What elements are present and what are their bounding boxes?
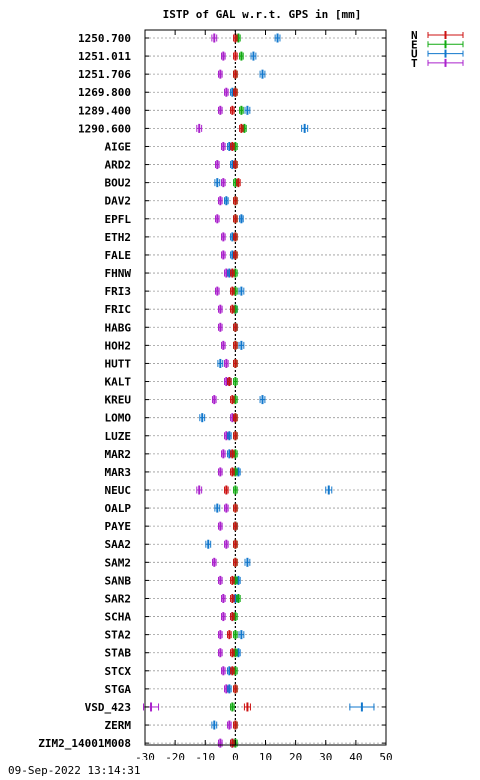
x-tick-label: 50	[379, 751, 392, 760]
station-label: LUZE	[105, 430, 132, 443]
station-label: DAV2	[105, 195, 132, 208]
station-label: SCHA	[105, 611, 132, 624]
station-label: ZIM2_14001M008	[38, 737, 131, 750]
timestamp: 09-Sep-2022 13:14:31	[8, 764, 141, 777]
legend-label: E	[411, 38, 418, 51]
station-label: ZERM	[105, 719, 132, 732]
x-tick-label: -10	[195, 751, 215, 760]
x-tick-label: 0	[232, 751, 239, 760]
station-label: HABG	[105, 321, 132, 334]
station-label: AIGE	[105, 140, 132, 153]
station-label: HUTT	[105, 357, 132, 370]
data-marks	[142, 33, 375, 748]
station-label: STA2	[105, 629, 132, 642]
station-label: EPFL	[105, 213, 132, 226]
grid-lines	[145, 37, 386, 744]
station-label: 1250.700	[78, 32, 131, 45]
station-label: FHNW	[105, 267, 132, 280]
x-tick-label: 20	[289, 751, 302, 760]
x-tick-label: 30	[319, 751, 332, 760]
station-label: LOMO	[105, 412, 132, 425]
station-label: KALT	[105, 376, 132, 389]
station-label: MAR2	[105, 448, 132, 461]
station-label: SANB	[105, 574, 132, 587]
station-label: 1251.011	[78, 50, 131, 63]
x-tick-label: -20	[165, 751, 185, 760]
legend-label: U	[411, 48, 418, 61]
station-label: OALP	[105, 502, 132, 515]
x-tick-label: -30	[135, 751, 155, 760]
station-label: VSD_423	[85, 701, 131, 714]
station-label: STGA	[105, 683, 132, 696]
station-label: PAYE	[105, 520, 132, 533]
station-label: SAM2	[105, 556, 132, 569]
x-tick-label: 10	[259, 751, 272, 760]
chart-title: ISTP of GAL w.r.t. GPS in [mm]	[163, 8, 362, 21]
station-label: KREU	[105, 394, 132, 407]
station-label: FRIC	[105, 303, 132, 316]
station-label: FALE	[105, 249, 132, 262]
station-label: 1289.400	[78, 104, 131, 117]
x-axis-ticks: -30 -20 -10 0 10 20 30 40 50	[135, 30, 393, 760]
station-labels: 1250.700 1251.011 1251.706 1269.800 1289.400…	[38, 32, 386, 750]
plot-frame	[144, 29, 387, 746]
station-label: BOU2	[105, 177, 132, 190]
istp-chart: ISTP of GAL w.r.t. GPS in [mm] 1250.7001…	[38, 8, 464, 760]
station-label: 1251.706	[78, 68, 131, 81]
station-label: MAR3	[105, 466, 132, 479]
station-label: FRI3	[105, 285, 132, 298]
station-label: SAA2	[105, 538, 132, 551]
station-label: NEUC	[105, 484, 132, 497]
station-label: 1290.600	[78, 122, 131, 135]
station-label: STCX	[105, 665, 132, 678]
legend-label: N	[411, 29, 418, 42]
station-label: HOH2	[105, 339, 132, 352]
station-label: SAR2	[105, 592, 132, 605]
station-label: STAB	[105, 647, 132, 660]
legend-label: T	[411, 57, 418, 70]
x-tick-label: 40	[349, 751, 362, 760]
station-label: 1269.800	[78, 86, 131, 99]
station-label: ETH2	[105, 231, 132, 244]
station-label: ARD2	[105, 159, 132, 172]
